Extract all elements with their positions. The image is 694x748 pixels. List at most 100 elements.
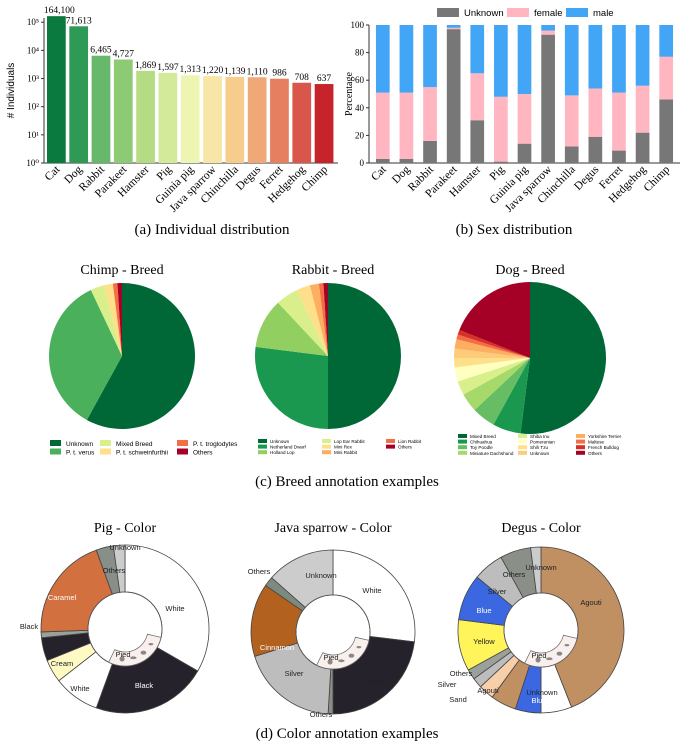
slice-label: Others bbox=[103, 566, 126, 575]
bar-segment-male bbox=[635, 25, 650, 86]
pied-spot bbox=[535, 657, 541, 663]
slice-label: Silver bbox=[488, 587, 507, 596]
slice-label: Others bbox=[450, 669, 473, 678]
slice-label: Unknown bbox=[525, 563, 556, 572]
inner-label: Pied bbox=[531, 651, 546, 660]
pie-slice-unknown bbox=[86, 283, 195, 429]
bar-segment-unknown bbox=[446, 29, 461, 163]
legend-label: Mini Rabbit bbox=[334, 450, 358, 455]
bar-dog bbox=[69, 26, 89, 163]
breed-pie-charts: Chimp - Breed Unknown P. t. verus Mixed Bre… bbox=[48, 263, 622, 457]
pie-slice-p-t-verus bbox=[48, 289, 122, 420]
pie-slice-french-bulldog bbox=[457, 330, 530, 358]
bar-segment-female bbox=[375, 92, 390, 159]
legend-swatch bbox=[386, 444, 395, 449]
x-tick-label: Chimp bbox=[642, 163, 673, 194]
y-tick-label: 20 bbox=[355, 130, 365, 140]
slice-label: Unknown bbox=[305, 571, 336, 580]
caption-a: (a) Individual distribution bbox=[135, 222, 290, 238]
bar-segment-female bbox=[470, 73, 485, 121]
data-label: 164,100 bbox=[44, 6, 75, 16]
y-tick-label: 10⁴ bbox=[27, 45, 39, 55]
slice-label: Black bbox=[368, 677, 387, 686]
slice-label: Agouti bbox=[477, 686, 499, 695]
legend-swatch bbox=[576, 445, 585, 450]
pie-slice-white bbox=[332, 549, 416, 643]
bar-segment-unknown bbox=[541, 34, 555, 163]
y-tick-label: 0 bbox=[360, 158, 365, 168]
bar-segment-unknown bbox=[375, 158, 390, 163]
bar-degus bbox=[247, 77, 267, 163]
slice-label: Yellow bbox=[473, 637, 495, 646]
bar-segment-male bbox=[564, 25, 579, 96]
legend-label: French Bulldog bbox=[588, 445, 619, 450]
y-tick-label: 60 bbox=[355, 75, 365, 85]
legend-label: Others bbox=[193, 450, 213, 457]
pie-slice-shiba-inu bbox=[457, 358, 530, 395]
data-label: 637 bbox=[317, 74, 332, 84]
x-tick-label: Chimp bbox=[300, 163, 331, 194]
bar-segment-female bbox=[494, 96, 508, 162]
pied-spot bbox=[564, 643, 570, 647]
pie-title: Rabbit - Breed bbox=[292, 263, 374, 278]
bar-segment-male bbox=[588, 25, 603, 89]
legend-swatch bbox=[507, 8, 529, 17]
bar-segment-male bbox=[541, 25, 555, 31]
slice-label: Others bbox=[248, 567, 271, 576]
pie-slice-unknown bbox=[454, 348, 530, 358]
legend-label: female bbox=[534, 8, 563, 19]
slice-label: Cinnamon bbox=[260, 643, 294, 652]
bar-segment-male bbox=[375, 25, 390, 93]
legend-swatch bbox=[258, 444, 267, 449]
donut-title: Java sparrow - Color bbox=[274, 521, 391, 536]
legend-label: Chihuahua bbox=[470, 440, 493, 445]
legend-label: Unknown bbox=[270, 439, 290, 444]
slice-label: White bbox=[362, 586, 381, 595]
slice-label: Caramel bbox=[48, 593, 77, 602]
bar-segment-unknown bbox=[470, 120, 485, 163]
y-tick-label: 10³ bbox=[27, 74, 39, 84]
donut-title: Degus - Color bbox=[501, 521, 581, 536]
y-tick-label: 100 bbox=[351, 20, 365, 30]
x-tick-label: Pig bbox=[488, 163, 508, 183]
legend-label: P. t. troglodytes bbox=[193, 441, 238, 448]
bar-segment-male bbox=[494, 25, 508, 97]
x-tick-label: Cat bbox=[43, 163, 63, 183]
data-label: 1,597 bbox=[157, 63, 179, 73]
pie-slice-mini-rabbit bbox=[309, 283, 328, 356]
pie-slice-p-t-schweinfurthii bbox=[103, 283, 122, 356]
x-tick-label: Cat bbox=[369, 163, 389, 183]
data-label: 1,139 bbox=[224, 67, 246, 77]
slice-label: Sand bbox=[449, 695, 467, 704]
slice-label: Cream bbox=[51, 659, 74, 668]
legend-swatch bbox=[386, 439, 395, 443]
legend-swatch bbox=[258, 450, 267, 455]
legend-swatch bbox=[50, 448, 61, 455]
pie-slice-maltese bbox=[456, 334, 530, 358]
legend-swatch bbox=[518, 439, 527, 444]
pie-title: Dog - Breed bbox=[495, 263, 564, 278]
legend-label: Lop Ear Rabbit bbox=[334, 439, 365, 444]
legend-label: P. t. verus bbox=[66, 450, 95, 457]
legend-swatch bbox=[576, 434, 585, 438]
slice-label: Blue bbox=[531, 696, 546, 705]
legend-swatch bbox=[576, 450, 585, 455]
data-label: 1,313 bbox=[180, 65, 202, 75]
bar-segment-male bbox=[612, 25, 626, 93]
legend-swatch bbox=[458, 439, 467, 444]
caption-c: (c) Breed annotation examples bbox=[255, 474, 439, 490]
y-tick-label: 10⁰ bbox=[26, 158, 39, 168]
bar-segment-female bbox=[446, 27, 461, 30]
legend-label: Toy Poodle bbox=[470, 445, 493, 450]
pied-spot bbox=[556, 651, 563, 656]
slice-label: Silver bbox=[285, 669, 304, 678]
legend-swatch bbox=[518, 445, 527, 450]
legend-swatch bbox=[322, 439, 331, 443]
data-label: 71,613 bbox=[66, 16, 92, 26]
bar-segment-male bbox=[423, 25, 437, 88]
legend-swatch bbox=[458, 450, 467, 455]
legend-label: P. t. schweinfurthii bbox=[116, 450, 168, 457]
bar-chinchilla bbox=[225, 76, 245, 163]
bar-chimp bbox=[314, 84, 334, 163]
